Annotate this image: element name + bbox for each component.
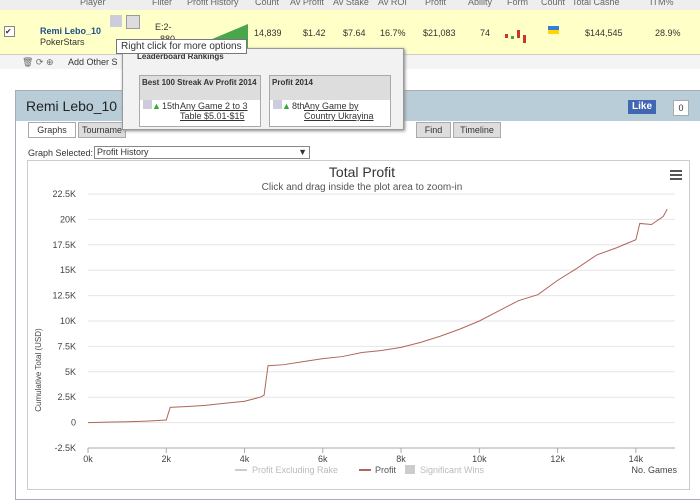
itm: 28.9%	[655, 28, 681, 38]
column-header: Count	[541, 0, 566, 7]
icon	[143, 100, 152, 109]
ranking-box: Best 100 Streak Av Profit 2014 ▲ 15th Any G…	[139, 75, 261, 127]
tooltip: Right click for more options	[116, 39, 247, 54]
x-tick-label: 10k	[472, 454, 487, 464]
ranking-link[interactable]: Any Game 2 to 3 Table $5.01-$15	[180, 101, 248, 121]
chart-subtitle: Click and drag inside the plot area to z…	[262, 182, 463, 193]
chart-title: Total Profit	[329, 164, 395, 180]
graph-label: Graph Selected:	[28, 148, 94, 158]
tab[interactable]: Find	[416, 122, 451, 138]
profit: $21,083	[423, 28, 456, 38]
av-roi: 16.7%	[380, 28, 406, 38]
column-header: Ability	[468, 0, 493, 7]
graph-select[interactable]: Profit History ▼	[94, 146, 310, 159]
flag	[548, 26, 559, 34]
filter: E:2-	[155, 22, 172, 32]
x-tick-label: 6k	[318, 454, 328, 464]
line	[87, 208, 668, 424]
rankings-popup: Leaderboard Rankings Best 100 Streak Av …	[122, 48, 404, 130]
chart: Total Profit Click and drag inside the p…	[27, 160, 690, 490]
ranking-rank: ▲ 8th	[282, 101, 305, 111]
column-header: Profit	[425, 0, 447, 7]
x-tick-label: 2k	[162, 454, 172, 464]
x-tick-label: 12k	[550, 454, 565, 464]
x-tick-label: 8k	[396, 454, 406, 464]
column-header: Av Stake	[333, 0, 369, 7]
tab[interactable]: Graphs	[28, 122, 76, 138]
av-profit: $1.42	[303, 28, 326, 38]
ability: 74	[480, 28, 491, 38]
graph-value: Profit History	[97, 147, 149, 157]
menu-icon[interactable]	[670, 170, 682, 180]
column-header: Form	[507, 0, 528, 7]
y-tick-label: 20K	[60, 214, 76, 224]
y-tick-label: 12.5K	[52, 291, 76, 301]
x-axis-label: No. Games	[631, 465, 677, 475]
like-count: 0	[673, 100, 689, 116]
y-axis-label: Cumulative Total (USD)	[34, 328, 43, 412]
y-tick-label: 15K	[60, 265, 76, 275]
x-tick-label: 0k	[83, 454, 93, 464]
site: PokerStars	[40, 37, 85, 47]
y-tick-label: 5K	[65, 367, 76, 377]
panel-title: Remi Lebo_10 (F	[26, 98, 135, 114]
ranking-link[interactable]: Any Game by Country Ukrayina	[304, 101, 374, 121]
legend-label: Profit Excluding Rake	[252, 465, 338, 475]
av-stake: $7.64	[343, 28, 366, 38]
add-other[interactable]: Add Other S	[68, 57, 118, 67]
ranking-box: Profit 2014 ▲ 8th Any Game by Country Ukray…	[269, 75, 391, 127]
chart-frame	[27, 160, 690, 490]
column-header: Total Cashe	[572, 0, 620, 7]
y-tick-label: 7.5K	[57, 341, 76, 351]
y-tick-label: 2.5K	[57, 392, 76, 402]
icon[interactable]	[126, 15, 140, 29]
total-cashes: $144,545	[585, 28, 623, 38]
x-tick-label: 4k	[240, 454, 250, 464]
y-tick-label: 22.5K	[52, 189, 76, 199]
legend-label: Significant Wins	[420, 465, 485, 475]
y-tick-label: 17.5K	[52, 240, 76, 250]
count: 14,839	[254, 28, 282, 38]
legend-swatch	[405, 465, 415, 474]
rankings-title: Leaderboard Rankings	[137, 52, 224, 61]
icon[interactable]	[110, 15, 122, 27]
column-header: Player	[80, 0, 106, 7]
tab[interactable]: Timeline	[453, 122, 501, 138]
like-button[interactable]: Like	[628, 100, 657, 114]
ranking-title: Best 100 Streak Av Profit 2014	[140, 76, 260, 100]
column-header: Count	[255, 0, 280, 7]
form	[505, 30, 526, 43]
column-header: Av ROI	[378, 0, 407, 7]
y-tick-label: -2.5K	[54, 443, 76, 453]
y-tick-label: 0	[71, 418, 76, 428]
column-header: Profit History	[187, 0, 239, 7]
column-header: Filter	[152, 0, 172, 7]
ranking-title: Profit 2014	[270, 76, 390, 100]
tab[interactable]: Tourname	[78, 122, 126, 138]
y-tick-label: 10K	[60, 316, 76, 326]
column-header: Av Profit	[290, 0, 324, 7]
ranking-rank: ▲ 15th	[152, 101, 180, 111]
checkbox[interactable]: ✔	[4, 26, 15, 37]
like: Like	[632, 101, 653, 112]
legend-label: Profit	[375, 465, 397, 475]
x-tick-label: 14k	[629, 454, 644, 464]
column-header: ITM%	[650, 0, 674, 7]
player-name[interactable]: Remi Lebo_10	[40, 26, 102, 36]
icon	[273, 100, 282, 109]
